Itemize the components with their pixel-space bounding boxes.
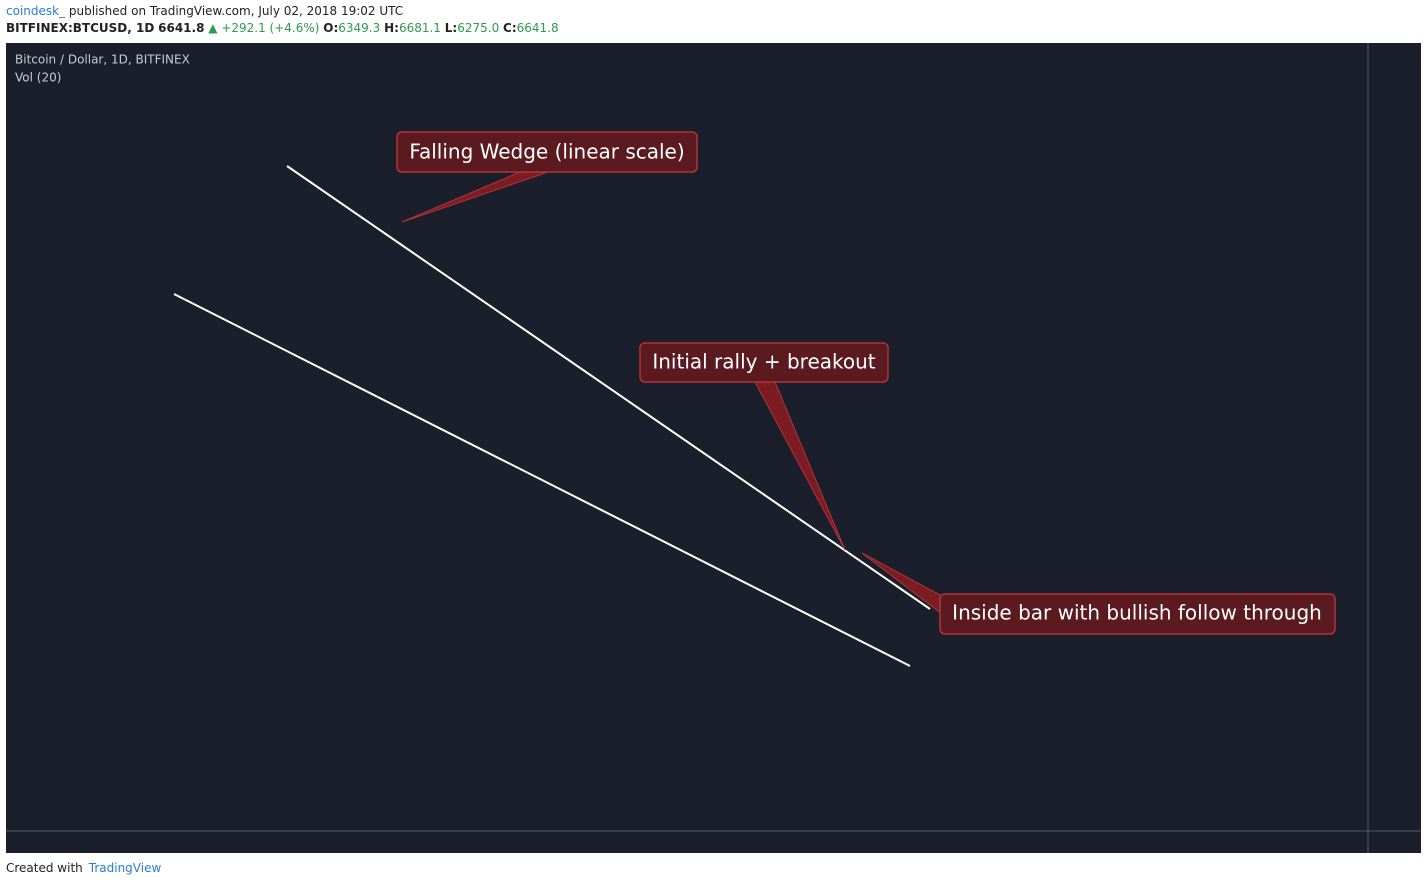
c-value: 6641.8 <box>516 21 559 35</box>
l-value: 6275.0 <box>457 21 500 35</box>
annotation-text: Inside bar with bullish follow through <box>952 601 1322 625</box>
o-value: 6349.3 <box>338 21 381 35</box>
price: 6641.8 <box>158 21 205 35</box>
publish-line: coindesk_ published on TradingView.com, … <box>6 3 559 20</box>
callout-box <box>939 593 1336 635</box>
annotation-text: Falling Wedge (linear scale) <box>409 140 684 164</box>
annotation-1: Falling Wedge (linear scale) <box>396 131 698 223</box>
legend-symbol: Bitcoin / Dollar, 1D, BITFINEX <box>15 53 190 67</box>
c-label: C: <box>503 21 517 35</box>
published: published on TradingView.com, July 02, 2… <box>68 4 404 18</box>
chart-bg <box>6 43 1421 853</box>
change: ▲ +292.1 (+4.6%) <box>208 21 320 35</box>
created-with: Created with <box>6 861 83 875</box>
annotation-2: Initial rally + breakout <box>639 342 889 551</box>
footer: Created with TradingView <box>6 861 161 875</box>
symbol: BITFINEX:BTCUSD, 1D <box>6 21 155 35</box>
author[interactable]: coindesk_ <box>6 4 66 18</box>
o-label: O: <box>323 21 339 35</box>
h-label: H: <box>384 21 399 35</box>
tradingview-link[interactable]: TradingView <box>88 861 162 875</box>
legend-volume: Vol (20) <box>15 71 61 85</box>
callout-box <box>639 342 889 383</box>
footer-bg <box>0 853 1427 887</box>
wedge-lower <box>173 293 911 667</box>
callout-box <box>396 131 698 173</box>
h-value: 6681.1 <box>398 21 441 35</box>
symbol-line: BITFINEX:BTCUSD, 1D 6641.8 ▲ +292.1 (+4.… <box>6 20 559 37</box>
annotation-3: Inside bar with bullish follow through <box>861 552 1336 635</box>
header: coindesk_ published on TradingView.com, … <box>6 3 559 37</box>
annotation-text: Initial rally + breakout <box>652 350 875 374</box>
wedge-upper <box>286 165 931 610</box>
l-label: L: <box>444 21 458 35</box>
